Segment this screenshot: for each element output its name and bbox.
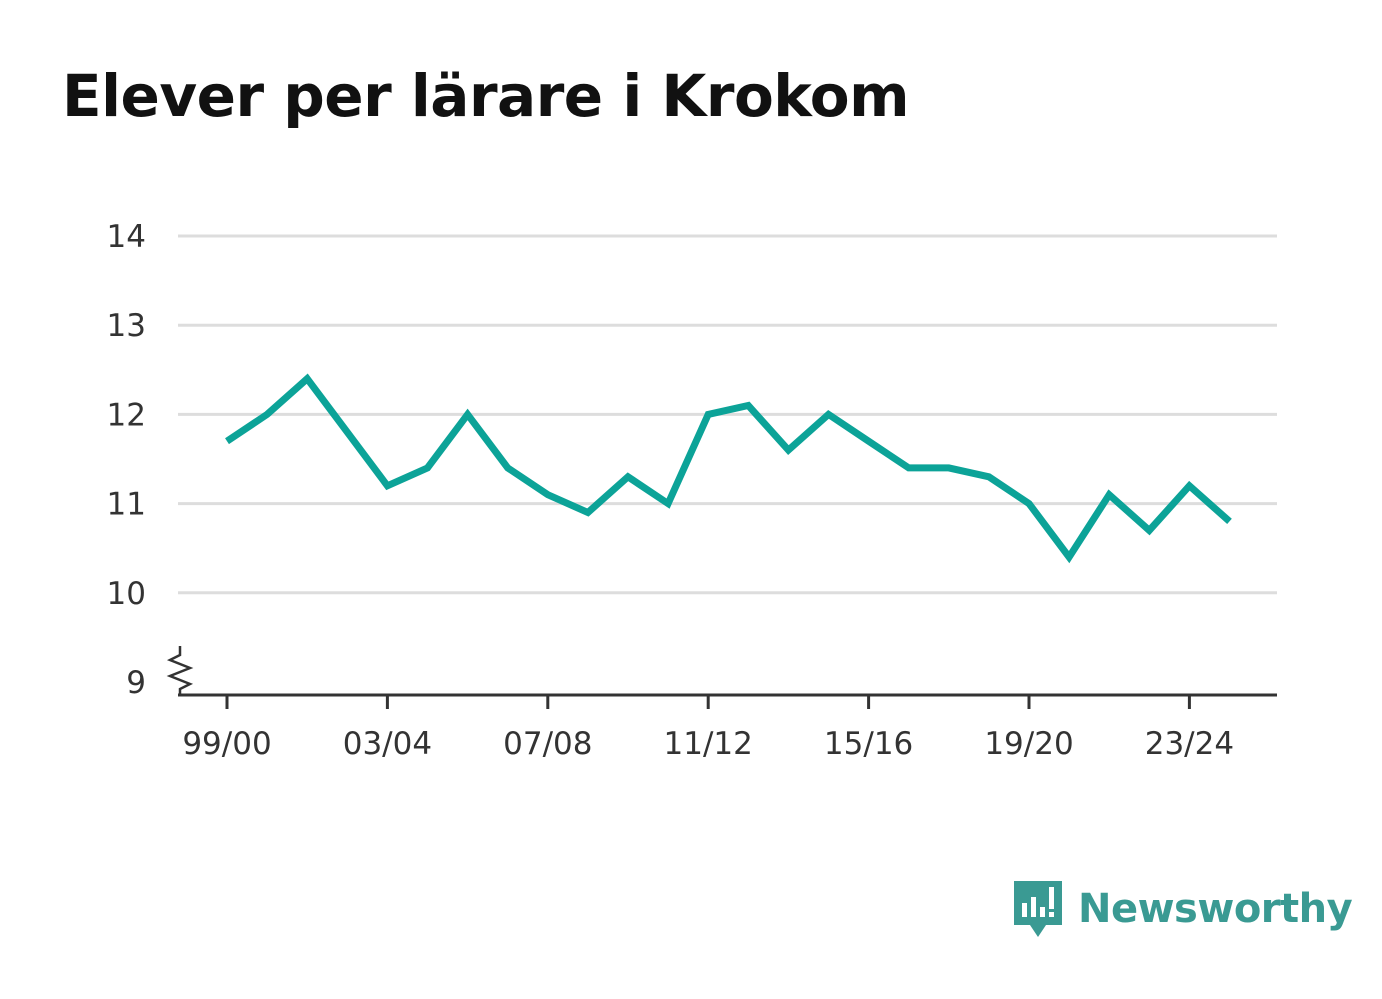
x-tick-label: 11/12: [664, 726, 753, 762]
y-tick-labels: 9 10 11 12 13 14: [107, 219, 146, 701]
x-tick-label: 07/08: [503, 726, 592, 762]
x-tick-label: 19/20: [984, 726, 1073, 762]
x-tick-labels: 99/00 03/04 07/08 11/12 15/16 19/20 23/24: [182, 726, 1234, 762]
y-tick-label-14: 14: [107, 219, 146, 255]
y-tick-label-13: 13: [107, 308, 146, 344]
x-tick-label: 15/16: [824, 726, 913, 762]
y-axis-break: [166, 646, 194, 695]
y-tick-label-10: 10: [107, 576, 146, 612]
y-tick-label-12: 12: [107, 397, 146, 433]
chart-title: Elever per lärare i Krokom: [62, 62, 910, 130]
y-tick-label-9: 9: [126, 665, 146, 701]
x-axis: [166, 646, 1277, 709]
x-tick-label: 03/04: [343, 726, 432, 762]
grid-lines: [178, 234, 1277, 595]
series-layer: [225, 373, 1232, 564]
x-tick-label: 99/00: [182, 726, 271, 762]
y-tick-label-11: 11: [107, 487, 146, 523]
x-tick-label: 23/24: [1145, 726, 1234, 762]
brand-name: Newsworthy: [1078, 886, 1353, 932]
newsworthy-logo-icon: [1014, 881, 1062, 937]
brand-logo: Newsworthy: [1010, 876, 1353, 942]
series-line-0: [225, 373, 1232, 564]
